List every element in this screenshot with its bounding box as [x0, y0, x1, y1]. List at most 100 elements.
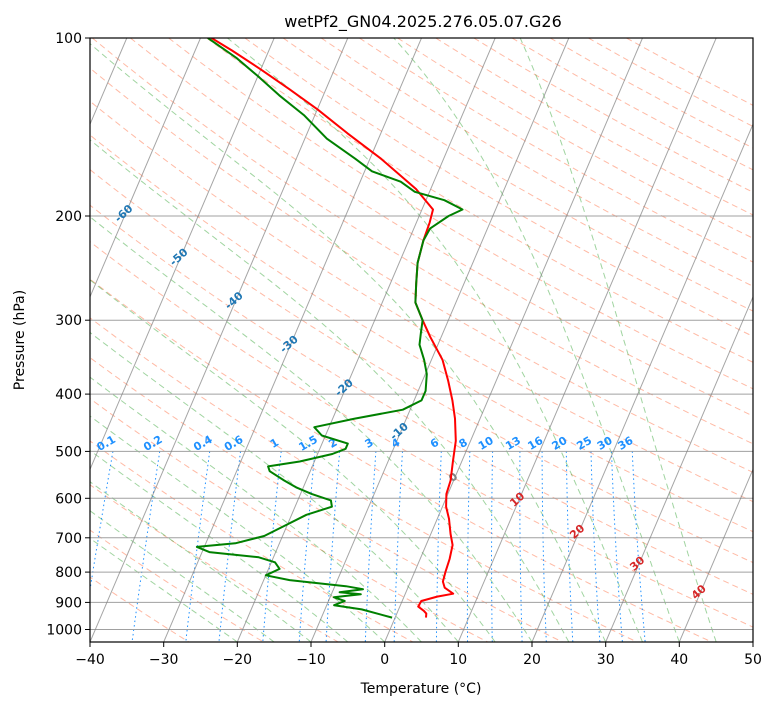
y-axis-label: Pressure (hPa) [12, 290, 28, 390]
mixing-ratio-line [631, 451, 646, 642]
mixing-ratio-label: 30 [595, 434, 615, 453]
mixing-ratio-label: 0.6 [222, 433, 246, 454]
x-tick-label: 20 [523, 652, 541, 668]
dry-adiabat [90, 134, 753, 533]
moist-adiabat [90, 510, 275, 642]
moist-adiabat [90, 42, 607, 642]
moist-adiabat [90, 279, 496, 642]
mixing-ratio-label: 1.5 [296, 433, 319, 454]
moist-adiabat [393, 38, 680, 642]
mixing-ratio-line [541, 451, 547, 642]
isotherm-label: -80 [2, 115, 26, 138]
mixing-ratio-label: 16 [525, 434, 545, 453]
dry-adiabat [282, 38, 753, 312]
mixing-ratio-line [519, 451, 523, 642]
plot-frame [89, 37, 754, 643]
y-tick-label: 500 [55, 444, 82, 460]
dry-adiabat [168, 38, 753, 390]
isotherm [384, 38, 643, 642]
x-tick-label: −10 [296, 652, 326, 668]
isotherm [752, 640, 753, 642]
theta-label: 30 [627, 554, 647, 574]
x-tick-label: 40 [670, 652, 688, 668]
y-tick-label: 100 [55, 31, 82, 47]
mixing-ratio-line [298, 451, 316, 642]
mixing-ratio-line [491, 451, 494, 642]
moist-adiabat [90, 376, 422, 642]
mixing-ratio-label: 25 [574, 434, 594, 453]
x-tick-label: −30 [149, 652, 179, 668]
moist-adiabat [90, 331, 459, 642]
x-tick-label: 30 [597, 652, 615, 668]
mixing-ratio-line [611, 451, 623, 642]
y-tick-label: 700 [55, 531, 82, 547]
dry-adiabat [90, 398, 488, 642]
mixing-ratio-label: 10 [476, 434, 496, 453]
isotherm [457, 38, 717, 642]
dry-adiabat [90, 169, 753, 564]
mixing-ratio-label: 0.4 [191, 433, 215, 454]
isotherm-zero-label: 0 [446, 470, 461, 485]
dry-adiabat [90, 204, 753, 595]
mixing-ratio-line [90, 451, 114, 593]
chart-title: wetPf2_GN04.2025.276.05.07.G26 [284, 12, 562, 32]
dry-adiabat [90, 100, 753, 503]
isotherm-label: -20 [332, 376, 356, 399]
y-tick-label: 800 [55, 565, 82, 581]
moist-adiabat [227, 38, 643, 642]
moist-adiabat [90, 537, 238, 642]
mixing-ratio-line [565, 451, 574, 642]
mixing-ratio-line [185, 451, 211, 642]
moist-adiabat [90, 481, 312, 642]
mixing-ratio-label: 0.2 [141, 433, 164, 454]
temperature-profile-line [210, 38, 457, 618]
x-tick-label: −40 [75, 652, 105, 668]
x-tick-label: 0 [380, 652, 389, 668]
y-tick-label: 1000 [46, 623, 82, 639]
dry-adiabat [90, 576, 190, 642]
mixing-ratio-line [262, 451, 282, 642]
moist-adiabat [519, 38, 717, 642]
y-tick-label: 900 [55, 595, 82, 611]
mixing-ratio-label: 1 [268, 436, 281, 451]
isotherm [90, 38, 349, 642]
mixing-ratio-label: 13 [503, 434, 523, 453]
theta-label: 10 [507, 490, 527, 510]
dry-adiabat [90, 529, 264, 642]
y-tick-label: 300 [55, 313, 82, 329]
y-tick-label: 400 [55, 387, 82, 403]
mixing-ratio-line [131, 451, 161, 642]
isotherm-label: -70 [57, 158, 81, 181]
x-tick-label: 10 [449, 652, 467, 668]
mixing-ratio-line [364, 451, 377, 642]
dry-adiabat [90, 357, 563, 642]
moist-adiabat [90, 216, 533, 642]
mixing-ratio-line [435, 451, 442, 642]
mixing-ratio-label: 20 [550, 434, 570, 453]
isotherm [90, 38, 201, 299]
dry-adiabat [549, 38, 753, 149]
mixing-ratio-line [466, 451, 471, 642]
mixing-ratio-line [590, 451, 601, 642]
dry-adiabat [511, 38, 753, 171]
isotherm [236, 38, 496, 642]
isotherm [531, 122, 753, 642]
moist-adiabat [90, 449, 349, 642]
isotherm [605, 295, 753, 642]
y-tick-label: 600 [55, 491, 82, 507]
isotherm-label: -40 [222, 289, 246, 312]
dry-adiabat [359, 38, 753, 263]
x-axis-label: Temperature (°C) [360, 681, 482, 697]
mixing-ratio-line [325, 451, 341, 642]
dry-adiabat [435, 38, 753, 216]
dry-adiabat [90, 241, 753, 628]
y-tick-label: 200 [55, 209, 82, 225]
x-tick-label: −20 [223, 652, 253, 668]
isotherm [90, 38, 275, 471]
isotherm [163, 38, 422, 642]
isotherm-label: -30 [277, 333, 301, 356]
isotherm-label: -60 [112, 202, 136, 225]
dry-adiabat [90, 317, 638, 642]
x-tick-label: 50 [744, 652, 762, 668]
